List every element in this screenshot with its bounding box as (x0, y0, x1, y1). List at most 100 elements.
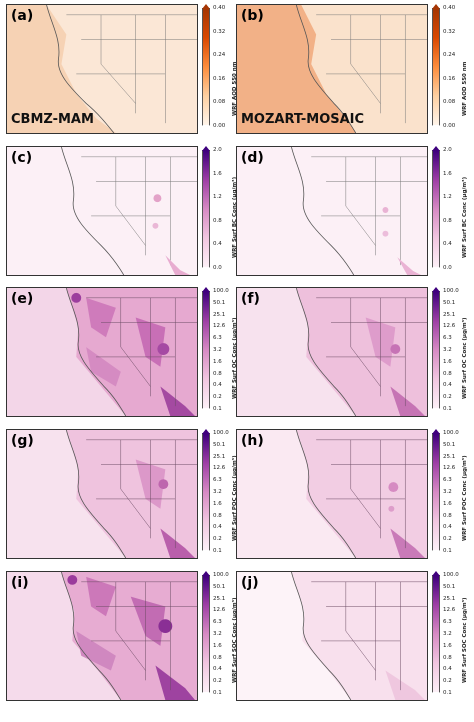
colorbar-title: WRF AOD 550 nm (232, 61, 238, 116)
colorbar-tick-label: 25.1 (213, 595, 226, 602)
colorbar-arrow-down (202, 408, 210, 413)
colorbar-arrow-up (202, 146, 210, 151)
colorbar-tick-label: 50.1 (213, 583, 226, 590)
colorbar-tick-label: 50.1 (213, 441, 226, 448)
map-e (7, 288, 197, 416)
map-panel-j: (j) (236, 571, 428, 701)
colorbar-tick-label: 50.1 (213, 299, 226, 306)
panel-label: (c) (11, 150, 33, 166)
colorbar-tick-label: 12.6 (443, 465, 456, 472)
panel-label: (g) (11, 433, 34, 449)
colorbar-tick-label: 0.4 (213, 666, 222, 673)
map-panel-c: (c) (6, 146, 198, 276)
map-panel-i: (i) (6, 571, 198, 701)
colorbar-tick-label: 25.1 (213, 311, 226, 318)
colorbar-a (202, 4, 210, 130)
colorbar-title: WRF Surf OC Conc (µg/m³) (462, 317, 468, 399)
colorbar-tick-label: 0.8 (213, 370, 222, 377)
colorbar-tick-label: 1.6 (443, 642, 452, 649)
colorbar-tick-label: 0.4 (443, 241, 452, 248)
colorbar-tick-label: 0.40 (443, 5, 456, 11)
colorbar-arrow-up (432, 287, 440, 292)
colorbar-title: WRF Surf SOC Conc (µg/m³) (232, 597, 238, 683)
colorbar-tick-label: 25.1 (213, 453, 226, 460)
colorbar-tick-label: 12.6 (213, 607, 226, 614)
colorbar-tick-label: 0.1 (213, 406, 222, 412)
colorbar-tick-label: 1.6 (443, 358, 452, 365)
model-name: MOZART-MOSAIC (241, 112, 365, 127)
colorbar-arrow-up (432, 146, 440, 151)
colorbar-tick-label: 0.4 (443, 666, 452, 673)
colorbar-tick-label: 0.16 (443, 75, 456, 82)
colorbar-tick-label: 50.1 (443, 583, 456, 590)
colorbar-tick-label: 0.8 (213, 217, 222, 224)
colorbar-tick-label: 0.24 (443, 52, 456, 59)
colorbar-tick-label: 12.6 (443, 607, 456, 614)
colorbar-tick-label: 0.1 (443, 690, 452, 696)
colorbar-title: WRF Surf OC Conc (µg/m³) (232, 317, 238, 399)
map-panel-h: (h) (236, 429, 428, 559)
colorbar-tick-label: 0.32 (443, 28, 456, 35)
panel-label: (i) (11, 575, 29, 591)
colorbar-tick-label: 0.8 (443, 217, 452, 224)
colorbar-tick-label: 0.00 (443, 123, 456, 129)
colorbar-tick-label: 25.1 (443, 453, 456, 460)
colorbar-tick-label: 2.0 (213, 147, 222, 153)
colorbar-tick-label: 0.4 (213, 524, 222, 531)
colorbar-arrow-down (432, 125, 440, 130)
colorbar-tick-label: 1.6 (213, 170, 222, 177)
colorbar-tick-label: 0.4 (443, 382, 452, 389)
colorbar-tick-label: 1.6 (443, 170, 452, 177)
colorbar-tick-label: 50.1 (443, 441, 456, 448)
colorbar-tick-label: 0.4 (213, 241, 222, 248)
colorbar-tick-label: 0.1 (213, 548, 222, 554)
map-panel-d: (d) (236, 146, 428, 276)
colorbar-tick-label: 0.24 (213, 52, 226, 59)
colorbar-tick-label: 1.2 (443, 194, 452, 201)
colorbar-g (202, 429, 210, 555)
colorbar-tick-label: 0.1 (213, 690, 222, 696)
colorbar-j (432, 571, 440, 697)
colorbar-tick-label: 0.2 (443, 394, 452, 401)
colorbar-tick-label: 0.8 (443, 370, 452, 377)
colorbar-arrow-down (202, 550, 210, 555)
colorbar-title: WRF Surf BC Conc (µg/m³) (232, 176, 238, 258)
colorbar-tick-label: 12.6 (213, 465, 226, 472)
colorbar-arrow-down (202, 692, 210, 697)
colorbar-tick-label: 100.0 (213, 430, 229, 436)
map-panel-g: (g) (6, 429, 198, 559)
colorbar-tick-label: 0.0 (213, 265, 222, 271)
colorbar-tick-label: 0.2 (443, 536, 452, 543)
colorbar-tick-label: 0.2 (213, 678, 222, 685)
colorbar-tick-label: 1.6 (213, 358, 222, 365)
colorbar-tick-label: 6.3 (213, 335, 222, 342)
colorbar-arrow-down (432, 408, 440, 413)
panel-label: (b) (241, 8, 264, 24)
panel-label: (f) (241, 291, 260, 307)
colorbar-tick-label: 0.2 (213, 536, 222, 543)
colorbar-tick-label: 0.0 (443, 265, 452, 271)
map-panel-a: (a) CBMZ-MAM (6, 4, 198, 134)
colorbar-tick-label: 0.32 (213, 28, 226, 35)
panel-label: (j) (241, 575, 259, 591)
colorbar-i (202, 571, 210, 697)
colorbar-tick-label: 100.0 (443, 430, 459, 436)
map-a (7, 5, 197, 133)
colorbar-tick-label: 0.8 (213, 654, 222, 661)
panel-label: (h) (241, 433, 264, 449)
panel-label: (d) (241, 150, 264, 166)
colorbar-tick-label: 6.3 (443, 335, 452, 342)
colorbar-title: WRF Surf SOC Conc (µg/m³) (462, 597, 468, 683)
colorbar-arrow-down (202, 125, 210, 130)
colorbar-tick-label: 100.0 (213, 288, 229, 294)
colorbar-tick-label: 3.2 (213, 347, 222, 353)
colorbar-tick-label: 0.1 (443, 406, 452, 412)
colorbar-tick-label: 0.16 (213, 75, 226, 82)
colorbar-tick-label: 6.3 (213, 619, 222, 626)
colorbar-b (432, 4, 440, 130)
colorbar-h (432, 429, 440, 555)
colorbar-tick-label: 3.2 (213, 631, 222, 637)
map-panel-e: (e) (6, 287, 198, 417)
colorbar-tick-label: 0.4 (213, 382, 222, 389)
colorbar-tick-label: 100.0 (443, 572, 459, 578)
